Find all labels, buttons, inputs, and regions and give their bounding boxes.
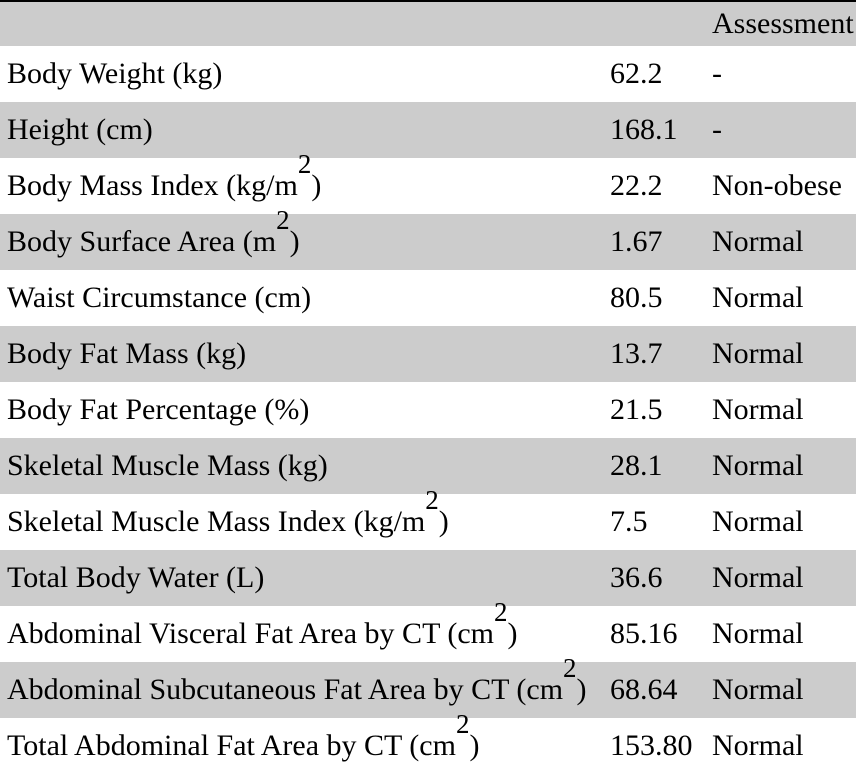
metric-label: Waist Circumstance (cm) bbox=[7, 281, 312, 314]
metric-assessment: Normal bbox=[712, 214, 856, 270]
metric-label: Skeletal Muscle Mass (kg) bbox=[0, 438, 610, 494]
metric-assessment: Normal bbox=[712, 281, 804, 314]
table-row: Total Abdominal Fat Area by CT (cm2) 153… bbox=[0, 708, 856, 774]
metric-label: Abdominal Subcutaneous Fat Area by CT (c… bbox=[0, 654, 610, 718]
metric-label: Total Abdominal Fat Area by CT (cm2) bbox=[7, 708, 480, 762]
table-row: Skeletal Muscle Mass Index (kg/m2) 7.5 N… bbox=[0, 484, 856, 550]
metric-value: 7.5 bbox=[610, 505, 648, 538]
table-row: Skeletal Muscle Mass (kg) 28.1 Normal bbox=[0, 438, 856, 494]
metric-label: Skeletal Muscle Mass Index (kg/m2) bbox=[7, 484, 449, 538]
table-row: Body Mass Index (kg/m2) 22.2 Non-obese bbox=[0, 148, 856, 214]
metric-label: Body Surface Area (m2) bbox=[0, 206, 610, 270]
metric-label: Body Fat Percentage (%) bbox=[7, 393, 310, 426]
metric-assessment: Normal bbox=[712, 326, 856, 382]
metric-label: Body Mass Index (kg/m2) bbox=[7, 148, 322, 202]
table-row: Body Fat Percentage (%) 21.5 Normal bbox=[0, 382, 856, 438]
metric-assessment: - bbox=[712, 57, 722, 90]
metric-assessment: Normal bbox=[712, 438, 856, 494]
header-row: Assessment bbox=[0, 2, 856, 46]
metric-value: 68.64 bbox=[610, 662, 712, 718]
table-header: Assessment bbox=[0, 2, 856, 46]
metric-label: Body Weight (kg) bbox=[7, 57, 223, 90]
metric-assessment: - bbox=[712, 102, 856, 158]
table-body: Body Weight (kg) 62.2 - Height (cm) 168.… bbox=[0, 46, 856, 774]
table-row: Height (cm) 168.1 - bbox=[0, 102, 856, 158]
metric-assessment: Non-obese bbox=[712, 169, 842, 202]
metric-value: 28.1 bbox=[610, 438, 712, 494]
table-row: Abdominal Subcutaneous Fat Area by CT (c… bbox=[0, 654, 856, 718]
metric-value: 21.5 bbox=[610, 393, 663, 426]
metric-value: 1.67 bbox=[610, 214, 712, 270]
metric-label: Abdominal Visceral Fat Area by CT (cm2) bbox=[7, 596, 518, 650]
metric-label: Body Fat Mass (kg) bbox=[0, 326, 610, 382]
metric-value: 153.80 bbox=[610, 729, 693, 762]
metric-assessment: Normal bbox=[712, 393, 804, 426]
metric-assessment: Normal bbox=[712, 662, 856, 718]
table-row: Waist Circumstance (cm) 80.5 Normal bbox=[0, 270, 856, 326]
metric-value: 13.7 bbox=[610, 326, 712, 382]
metric-value: 168.1 bbox=[610, 102, 712, 158]
table-row: Body Weight (kg) 62.2 - bbox=[0, 46, 856, 102]
metric-assessment: Normal bbox=[712, 550, 856, 606]
header-assessment: Assessment bbox=[712, 2, 856, 46]
table-row: Body Fat Mass (kg) 13.7 Normal bbox=[0, 326, 856, 382]
table-row: Abdominal Visceral Fat Area by CT (cm2) … bbox=[0, 596, 856, 662]
metric-value: 22.2 bbox=[610, 169, 663, 202]
header-metric-spacer bbox=[0, 2, 610, 46]
metric-value: 85.16 bbox=[610, 617, 678, 650]
header-value-spacer bbox=[610, 2, 712, 46]
metric-label: Height (cm) bbox=[0, 102, 610, 158]
metric-label: Total Body Water (L) bbox=[0, 550, 610, 606]
metric-assessment: Normal bbox=[712, 505, 804, 538]
table-row: Body Surface Area (m2) 1.67 Normal bbox=[0, 206, 856, 270]
metric-assessment: Normal bbox=[712, 617, 804, 650]
table-row: Total Body Water (L) 36.6 Normal bbox=[0, 550, 856, 606]
metric-value: 62.2 bbox=[610, 57, 663, 90]
metric-value: 36.6 bbox=[610, 550, 712, 606]
metric-value: 80.5 bbox=[610, 281, 663, 314]
metric-assessment: Normal bbox=[712, 729, 804, 762]
